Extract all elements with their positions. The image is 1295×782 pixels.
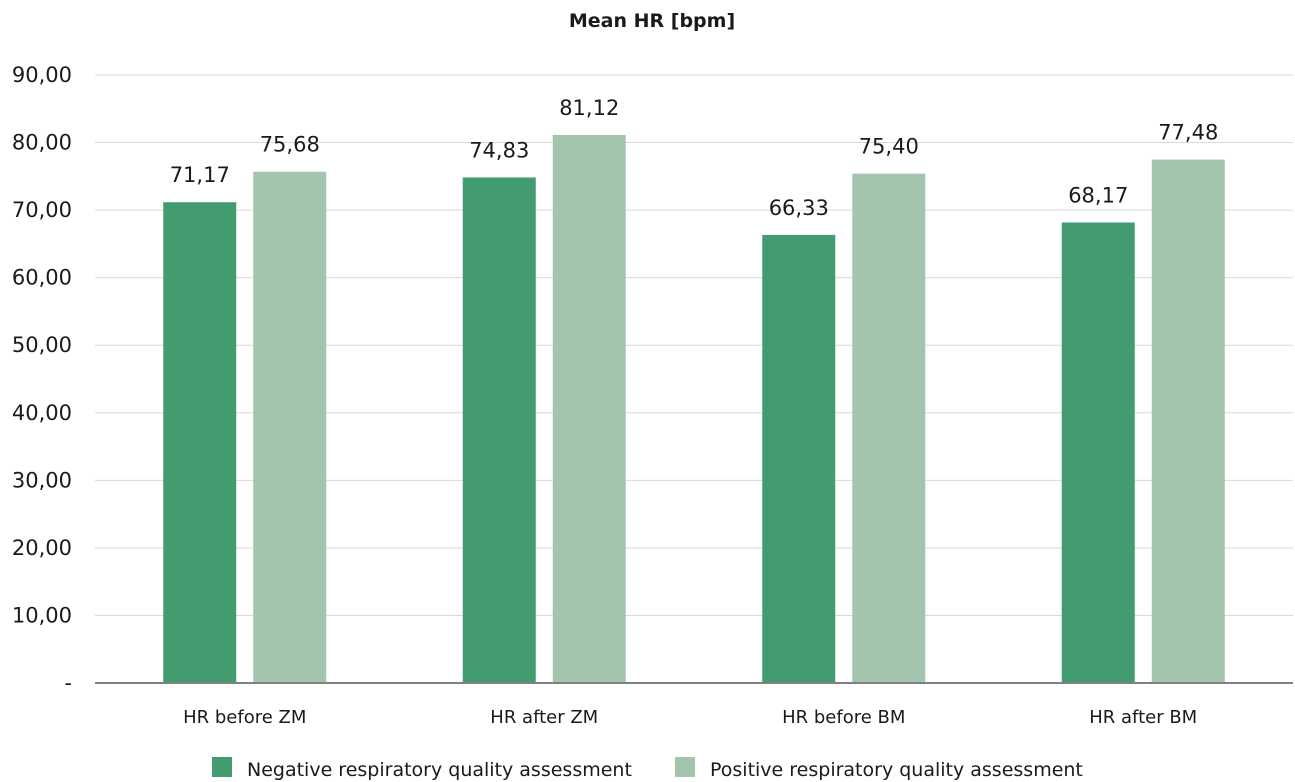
- bar: [253, 171, 327, 683]
- data-label: 66,33: [769, 196, 829, 220]
- y-tick-label: 50,00: [12, 333, 72, 357]
- legend-label: Negative respiratory quality assessment: [247, 759, 632, 781]
- x-tick-label: HR before ZM: [183, 707, 306, 728]
- x-axis: HR before ZM HR after ZM HR before BM HR af…: [95, 682, 1293, 728]
- y-tick-label: 20,00: [12, 536, 72, 560]
- legend-swatch: [212, 757, 232, 777]
- bar: [852, 173, 926, 683]
- x-tick-label: HR before BM: [782, 707, 905, 728]
- legend-label: Positive respiratory quality assessment: [710, 759, 1083, 781]
- data-label: 68,17: [1068, 183, 1128, 207]
- y-tick-label: 70,00: [12, 198, 72, 222]
- data-label: 74,83: [469, 138, 529, 162]
- bars-group: 71,17 75,68 74,83 81,12 66,33 75,40 68,17 77,48: [163, 96, 1225, 684]
- chart-title: Mean HR [bpm]: [569, 10, 735, 32]
- legend-swatch: [675, 757, 695, 777]
- bar: [762, 234, 836, 684]
- data-label: 75,68: [260, 133, 320, 157]
- y-axis: - 10,00 20,00 30,00 40,00 50,00 60,00 70,00 80,0…: [12, 63, 72, 695]
- y-tick-label: 90,00: [12, 63, 72, 87]
- data-label: 77,48: [1158, 121, 1218, 145]
- bar: [462, 177, 536, 683]
- data-label: 81,12: [559, 96, 619, 120]
- bar: [1151, 159, 1225, 683]
- y-tick-label: 40,00: [12, 401, 72, 425]
- y-tick-label: 60,00: [12, 266, 72, 290]
- bar: [552, 134, 626, 684]
- y-tick-label: 10,00: [12, 603, 72, 627]
- bar: [1061, 222, 1135, 684]
- y-tick-label: 30,00: [12, 468, 72, 492]
- bar: [163, 202, 237, 684]
- data-label: 75,40: [859, 135, 919, 159]
- legend: Negative respiratory quality assessment P…: [212, 757, 1083, 781]
- y-tick-label: 80,00: [12, 131, 72, 155]
- x-tick-label: HR after BM: [1089, 707, 1197, 728]
- data-label: 71,17: [170, 163, 230, 187]
- x-tick-label: HR after ZM: [490, 707, 598, 728]
- y-tick-label: -: [64, 671, 72, 695]
